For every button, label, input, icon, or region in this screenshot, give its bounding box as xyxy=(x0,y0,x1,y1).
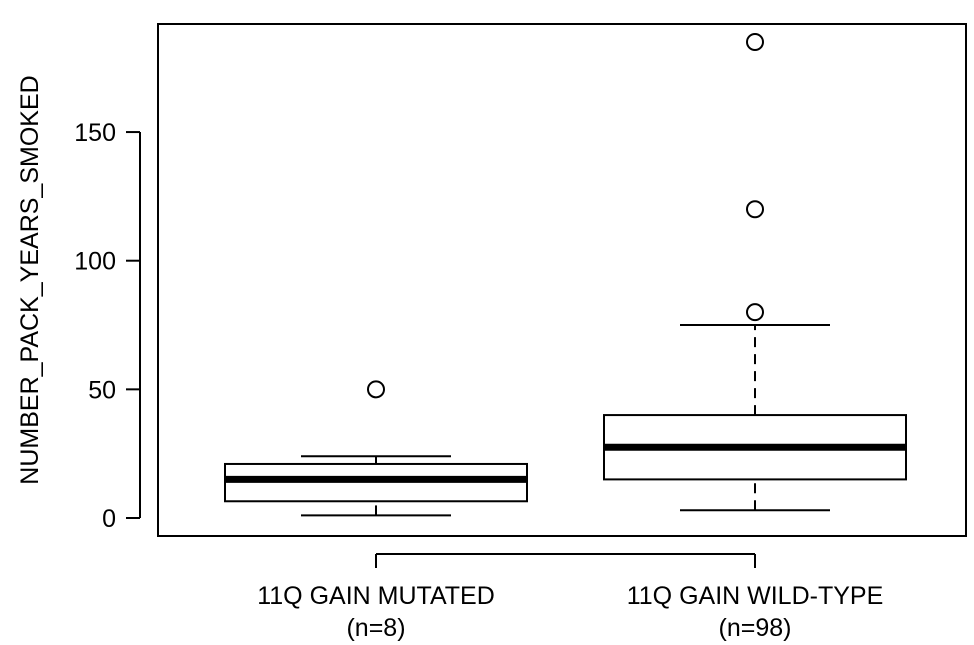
outlier-point xyxy=(746,33,764,52)
x-axis: 11Q GAIN MUTATED (n=8) 11Q GAIN WILD-TYPE (… xyxy=(257,553,884,642)
box-group xyxy=(603,33,907,512)
y-tick-label: 0 xyxy=(102,505,116,533)
y-tick-label: 50 xyxy=(88,376,116,404)
outlier-point xyxy=(746,303,764,322)
x-tick-label: 11Q GAIN MUTATED xyxy=(257,582,495,610)
y-axis: 0 50 100 150 xyxy=(74,119,141,533)
y-tick-label: 100 xyxy=(74,248,116,276)
outlier-point xyxy=(367,380,385,399)
x-tick-label: 11Q GAIN WILD-TYPE xyxy=(627,582,884,610)
y-axis-label: NUMBER_PACK_YEARS_SMOKED xyxy=(16,75,44,484)
y-tick-label: 150 xyxy=(74,119,116,147)
plot-frame xyxy=(157,23,967,537)
box-group xyxy=(224,380,528,517)
outlier-point xyxy=(746,200,764,219)
x-tick-sample-size: (n=98) xyxy=(719,614,792,642)
x-tick-sample-size: (n=8) xyxy=(346,614,405,642)
boxes xyxy=(224,33,907,517)
